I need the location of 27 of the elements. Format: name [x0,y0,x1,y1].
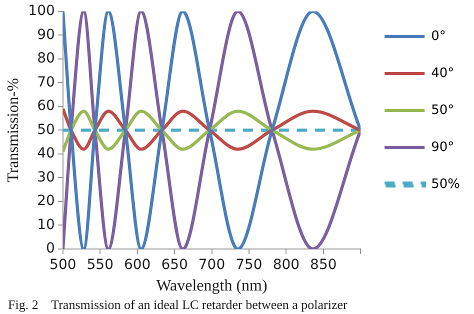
y-tick-label: 10 [37,216,55,233]
x-tick-label: 800 [272,257,300,274]
x-tick-label: 850 [310,257,337,274]
legend-label: 50° [431,102,454,118]
x-axis-title: Wavelength (nm) [156,278,268,295]
y-tick-label: 50 [37,122,55,138]
x-tick-label: 500 [50,257,76,274]
y-tick-label: 30 [37,169,55,186]
caption: Fig. 2 Transmission of an ideal LC retarder between a polarizer [8,296,348,312]
x-tick-label: 550 [86,257,114,274]
legend-label: 50% [431,176,460,192]
y-tick-label: 70 [37,74,55,90]
y-tick-label: 60 [37,98,55,114]
y-tick-label: 40 [37,146,55,162]
y-tick-label: 100 [28,3,55,20]
legend-label: 0° [431,28,446,44]
y-tick-label: 80 [37,50,55,67]
y-tick-label: 0 [46,240,55,257]
x-tick-label: 700 [198,257,226,274]
x-tick-label: 750 [236,257,262,274]
y-tick-label: 20 [37,193,55,210]
legend-label: 90° [431,140,454,155]
x-tick-label: 600 [124,257,151,274]
y-axis-title: Transmission-% [4,78,22,182]
legend-label: 40° [431,66,454,81]
y-tick-label: 90 [37,26,55,43]
x-tick-label: 650 [161,257,188,274]
